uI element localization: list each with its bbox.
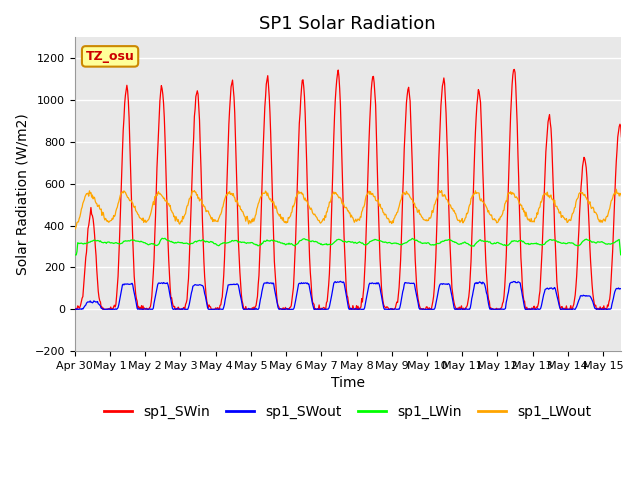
X-axis label: Time: Time	[331, 376, 365, 390]
sp1_LWout	[369, 193, 377, 199]
sp1_SWin	[389, 306, 397, 312]
sp1_SWout	[448, 293, 456, 299]
sp1_SWout	[337, 278, 344, 284]
sp1_SWin	[447, 269, 455, 275]
sp1_SWout	[390, 306, 398, 312]
Legend: sp1_SWin, sp1_SWout, sp1_LWin, sp1_LWout: sp1_SWin, sp1_SWout, sp1_LWin, sp1_LWout	[99, 399, 597, 424]
sp1_SWin	[419, 306, 426, 312]
sp1_LWin	[161, 235, 169, 241]
sp1_SWout	[618, 286, 625, 292]
sp1_LWout	[618, 193, 625, 199]
sp1_LWout	[496, 217, 504, 223]
sp1_LWin	[618, 252, 625, 258]
Y-axis label: Solar Radiation (W/m2): Solar Radiation (W/m2)	[15, 113, 29, 275]
sp1_LWin	[448, 238, 456, 244]
sp1_SWin	[190, 135, 198, 141]
sp1_LWin	[371, 237, 378, 243]
sp1_LWout	[447, 204, 455, 210]
sp1_LWout	[612, 186, 620, 192]
sp1_SWin	[618, 134, 625, 140]
sp1_LWin	[390, 240, 398, 246]
sp1_SWin	[496, 306, 504, 312]
sp1_LWout	[190, 189, 198, 194]
sp1_SWout	[371, 281, 378, 287]
sp1_LWin	[191, 239, 198, 245]
Text: TZ_osu: TZ_osu	[86, 50, 134, 63]
sp1_SWin	[369, 73, 377, 79]
sp1_SWout	[190, 283, 198, 288]
Line: sp1_LWin: sp1_LWin	[75, 238, 621, 255]
sp1_LWout	[389, 220, 397, 226]
sp1_LWout	[419, 215, 426, 220]
sp1_LWout	[71, 226, 79, 232]
Title: SP1 Solar Radiation: SP1 Solar Radiation	[259, 15, 436, 33]
sp1_SWin	[71, 306, 79, 312]
sp1_SWout	[71, 306, 79, 312]
Line: sp1_SWin: sp1_SWin	[75, 70, 621, 309]
Line: sp1_LWout: sp1_LWout	[75, 189, 621, 229]
sp1_SWout	[419, 306, 427, 312]
Line: sp1_SWout: sp1_SWout	[75, 281, 621, 309]
sp1_LWin	[419, 240, 427, 246]
sp1_LWin	[71, 252, 79, 258]
sp1_SWin	[511, 67, 518, 72]
sp1_SWout	[497, 306, 504, 312]
sp1_LWin	[497, 241, 504, 247]
